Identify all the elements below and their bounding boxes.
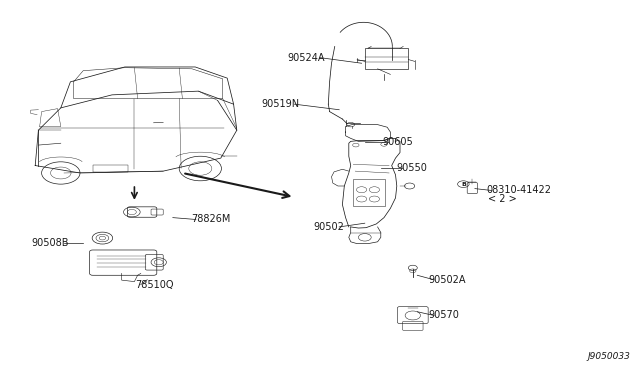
Text: 90570: 90570 <box>429 311 460 320</box>
Text: 90605: 90605 <box>383 137 413 147</box>
Text: 90519N: 90519N <box>261 99 300 109</box>
Text: 08310-41422: 08310-41422 <box>486 186 552 195</box>
Text: 78510Q: 78510Q <box>136 280 174 289</box>
Bar <box>93 165 128 172</box>
Text: 90502: 90502 <box>314 222 344 232</box>
Text: < 2 >: < 2 > <box>488 194 516 203</box>
Text: 90550: 90550 <box>397 163 428 173</box>
Text: 90524A: 90524A <box>287 53 325 62</box>
Text: J9050033: J9050033 <box>588 352 630 361</box>
Bar <box>353 179 385 206</box>
Text: 90508B: 90508B <box>31 238 69 247</box>
Text: B: B <box>461 182 466 187</box>
Text: 78826M: 78826M <box>191 215 230 224</box>
Text: 90502A: 90502A <box>429 275 467 285</box>
